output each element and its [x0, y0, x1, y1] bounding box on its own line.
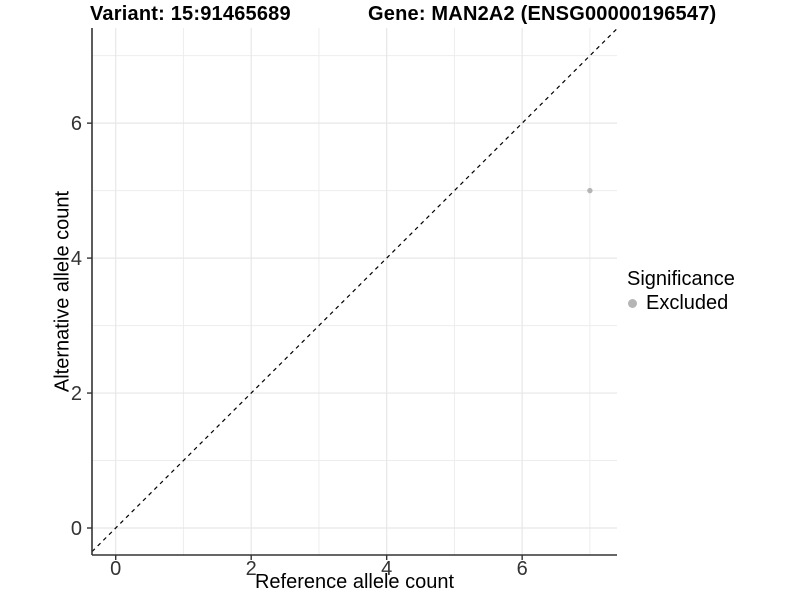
- x-tick-label: 0: [110, 558, 121, 580]
- x-tick-label: 6: [517, 558, 528, 580]
- legend-item-label: Excluded: [646, 292, 729, 314]
- x-tick-label: 4: [381, 558, 392, 580]
- legend: Significance Excluded: [627, 269, 735, 313]
- x-tick-label: 2: [246, 558, 257, 580]
- y-tick-label: 4: [71, 248, 82, 270]
- identity-reference-line: [91, 28, 618, 553]
- y-axis-title: Alternative allele count: [51, 190, 74, 393]
- legend-title: Significance: [627, 268, 735, 290]
- legend-item: Excluded: [627, 293, 735, 313]
- x-axis-title: Reference allele count: [254, 571, 454, 593]
- gene-title: Gene: MAN2A2 (ENSG00000196547): [368, 3, 717, 25]
- legend-point-icon: [628, 298, 637, 308]
- y-tick-label: 6: [71, 113, 82, 135]
- variant-title: Variant: 15:91465689: [90, 3, 291, 25]
- y-tick-label: 0: [71, 518, 82, 540]
- y-tick-label: 2: [71, 383, 82, 405]
- data-point: [587, 187, 593, 194]
